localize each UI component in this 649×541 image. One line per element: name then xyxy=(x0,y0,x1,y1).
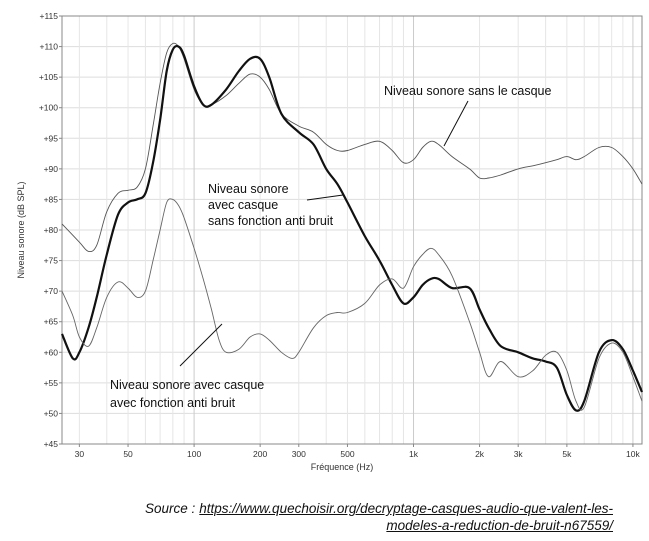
series-line-0 xyxy=(61,42,643,253)
y-axis-label: Niveau sonore (dB SPL) xyxy=(16,181,26,278)
x-tick-label-5: 500 xyxy=(340,449,354,459)
y-tick-label-8: +85 xyxy=(44,194,59,204)
series-line-2 xyxy=(61,198,643,411)
source-label: Source : xyxy=(145,501,196,516)
x-tick-label-1: 50 xyxy=(123,449,133,459)
y-tick-label-6: +75 xyxy=(44,256,59,266)
annotation-avec-anti-bruit-line-2: avec fonction anti bruit xyxy=(110,396,236,410)
x-tick-label-10: 10k xyxy=(626,449,640,459)
series-lines xyxy=(60,42,644,412)
annotation-sans-casque: Niveau sonore sans le casque xyxy=(384,84,552,98)
y-tick-label-7: +80 xyxy=(44,225,59,235)
x-tick-label-4: 300 xyxy=(292,449,306,459)
source-line-1: Source : https://www.quechoisir.org/decry… xyxy=(0,500,613,517)
line-chart: +45 +50 +55 +60 +65 +70 +75 +80 +85 +90 +95 +100 +10… xyxy=(16,11,644,472)
y-tick-label-1: +50 xyxy=(44,408,59,418)
y-tick-label-2: +55 xyxy=(44,378,59,388)
y-tick-label-14: +115 xyxy=(39,11,58,21)
x-tick-label-9: 5k xyxy=(562,449,572,459)
y-tick-label-12: +105 xyxy=(39,72,58,82)
x-tick-label-8: 3k xyxy=(514,449,524,459)
x-axis-label: Fréquence (Hz) xyxy=(311,462,374,472)
x-axis-ticks: 30 50 100 200 300 500 1k 2k 3k 5k 10k xyxy=(75,444,641,459)
annotation-avec-anti-bruit-line-1: Niveau sonore avec casque xyxy=(110,378,264,392)
annotation-arrows xyxy=(179,100,469,367)
source-url-line-1[interactable]: https://www.quechoisir.org/decryptage-ca… xyxy=(199,501,613,516)
annotation-arrow-sans-anti-bruit xyxy=(306,194,344,201)
y-axis-ticks: +45 +50 +55 +60 +65 +70 +75 +80 +85 +90 +95 +100 +10… xyxy=(39,11,62,449)
annotation-sans-anti-bruit-line-3: sans fonction anti bruit xyxy=(208,214,334,228)
x-tick-label-6: 1k xyxy=(409,449,419,459)
x-tick-label-7: 2k xyxy=(475,449,485,459)
annotation-arrow-sans-casque xyxy=(443,100,469,147)
annotation-arrow-avec-anti-bruit xyxy=(179,323,223,367)
y-tick-label-13: +110 xyxy=(39,42,58,52)
y-tick-label-9: +90 xyxy=(44,164,59,174)
x-tick-label-0: 30 xyxy=(75,449,85,459)
annotation-avec-anti-bruit: Niveau sonore avec casque avec fonction … xyxy=(110,378,268,410)
annotation-sans-anti-bruit: Niveau sonore avec casque sans fonction … xyxy=(208,182,334,228)
y-tick-label-4: +65 xyxy=(44,317,59,327)
annotation-sans-anti-bruit-line-1: Niveau sonore xyxy=(208,182,289,196)
annotation-sans-casque-line: Niveau sonore sans le casque xyxy=(384,84,552,98)
grid-lines xyxy=(62,15,642,445)
y-tick-label-0: +45 xyxy=(44,439,59,449)
source-line-2: modeles-a-reduction-de-bruit-n67559/ xyxy=(0,517,613,534)
series-line-1 xyxy=(60,44,644,412)
y-tick-label-3: +60 xyxy=(44,347,59,357)
annotation-sans-anti-bruit-line-2: avec casque xyxy=(208,198,278,212)
source-caption: Source : https://www.quechoisir.org/decry… xyxy=(0,500,649,534)
source-url-line-2[interactable]: modeles-a-reduction-de-bruit-n67559/ xyxy=(386,518,613,533)
y-tick-label-5: +70 xyxy=(44,286,59,296)
x-tick-label-2: 100 xyxy=(187,449,201,459)
x-tick-label-3: 200 xyxy=(253,449,267,459)
y-tick-label-10: +95 xyxy=(44,133,59,143)
y-tick-label-11: +100 xyxy=(39,103,58,113)
